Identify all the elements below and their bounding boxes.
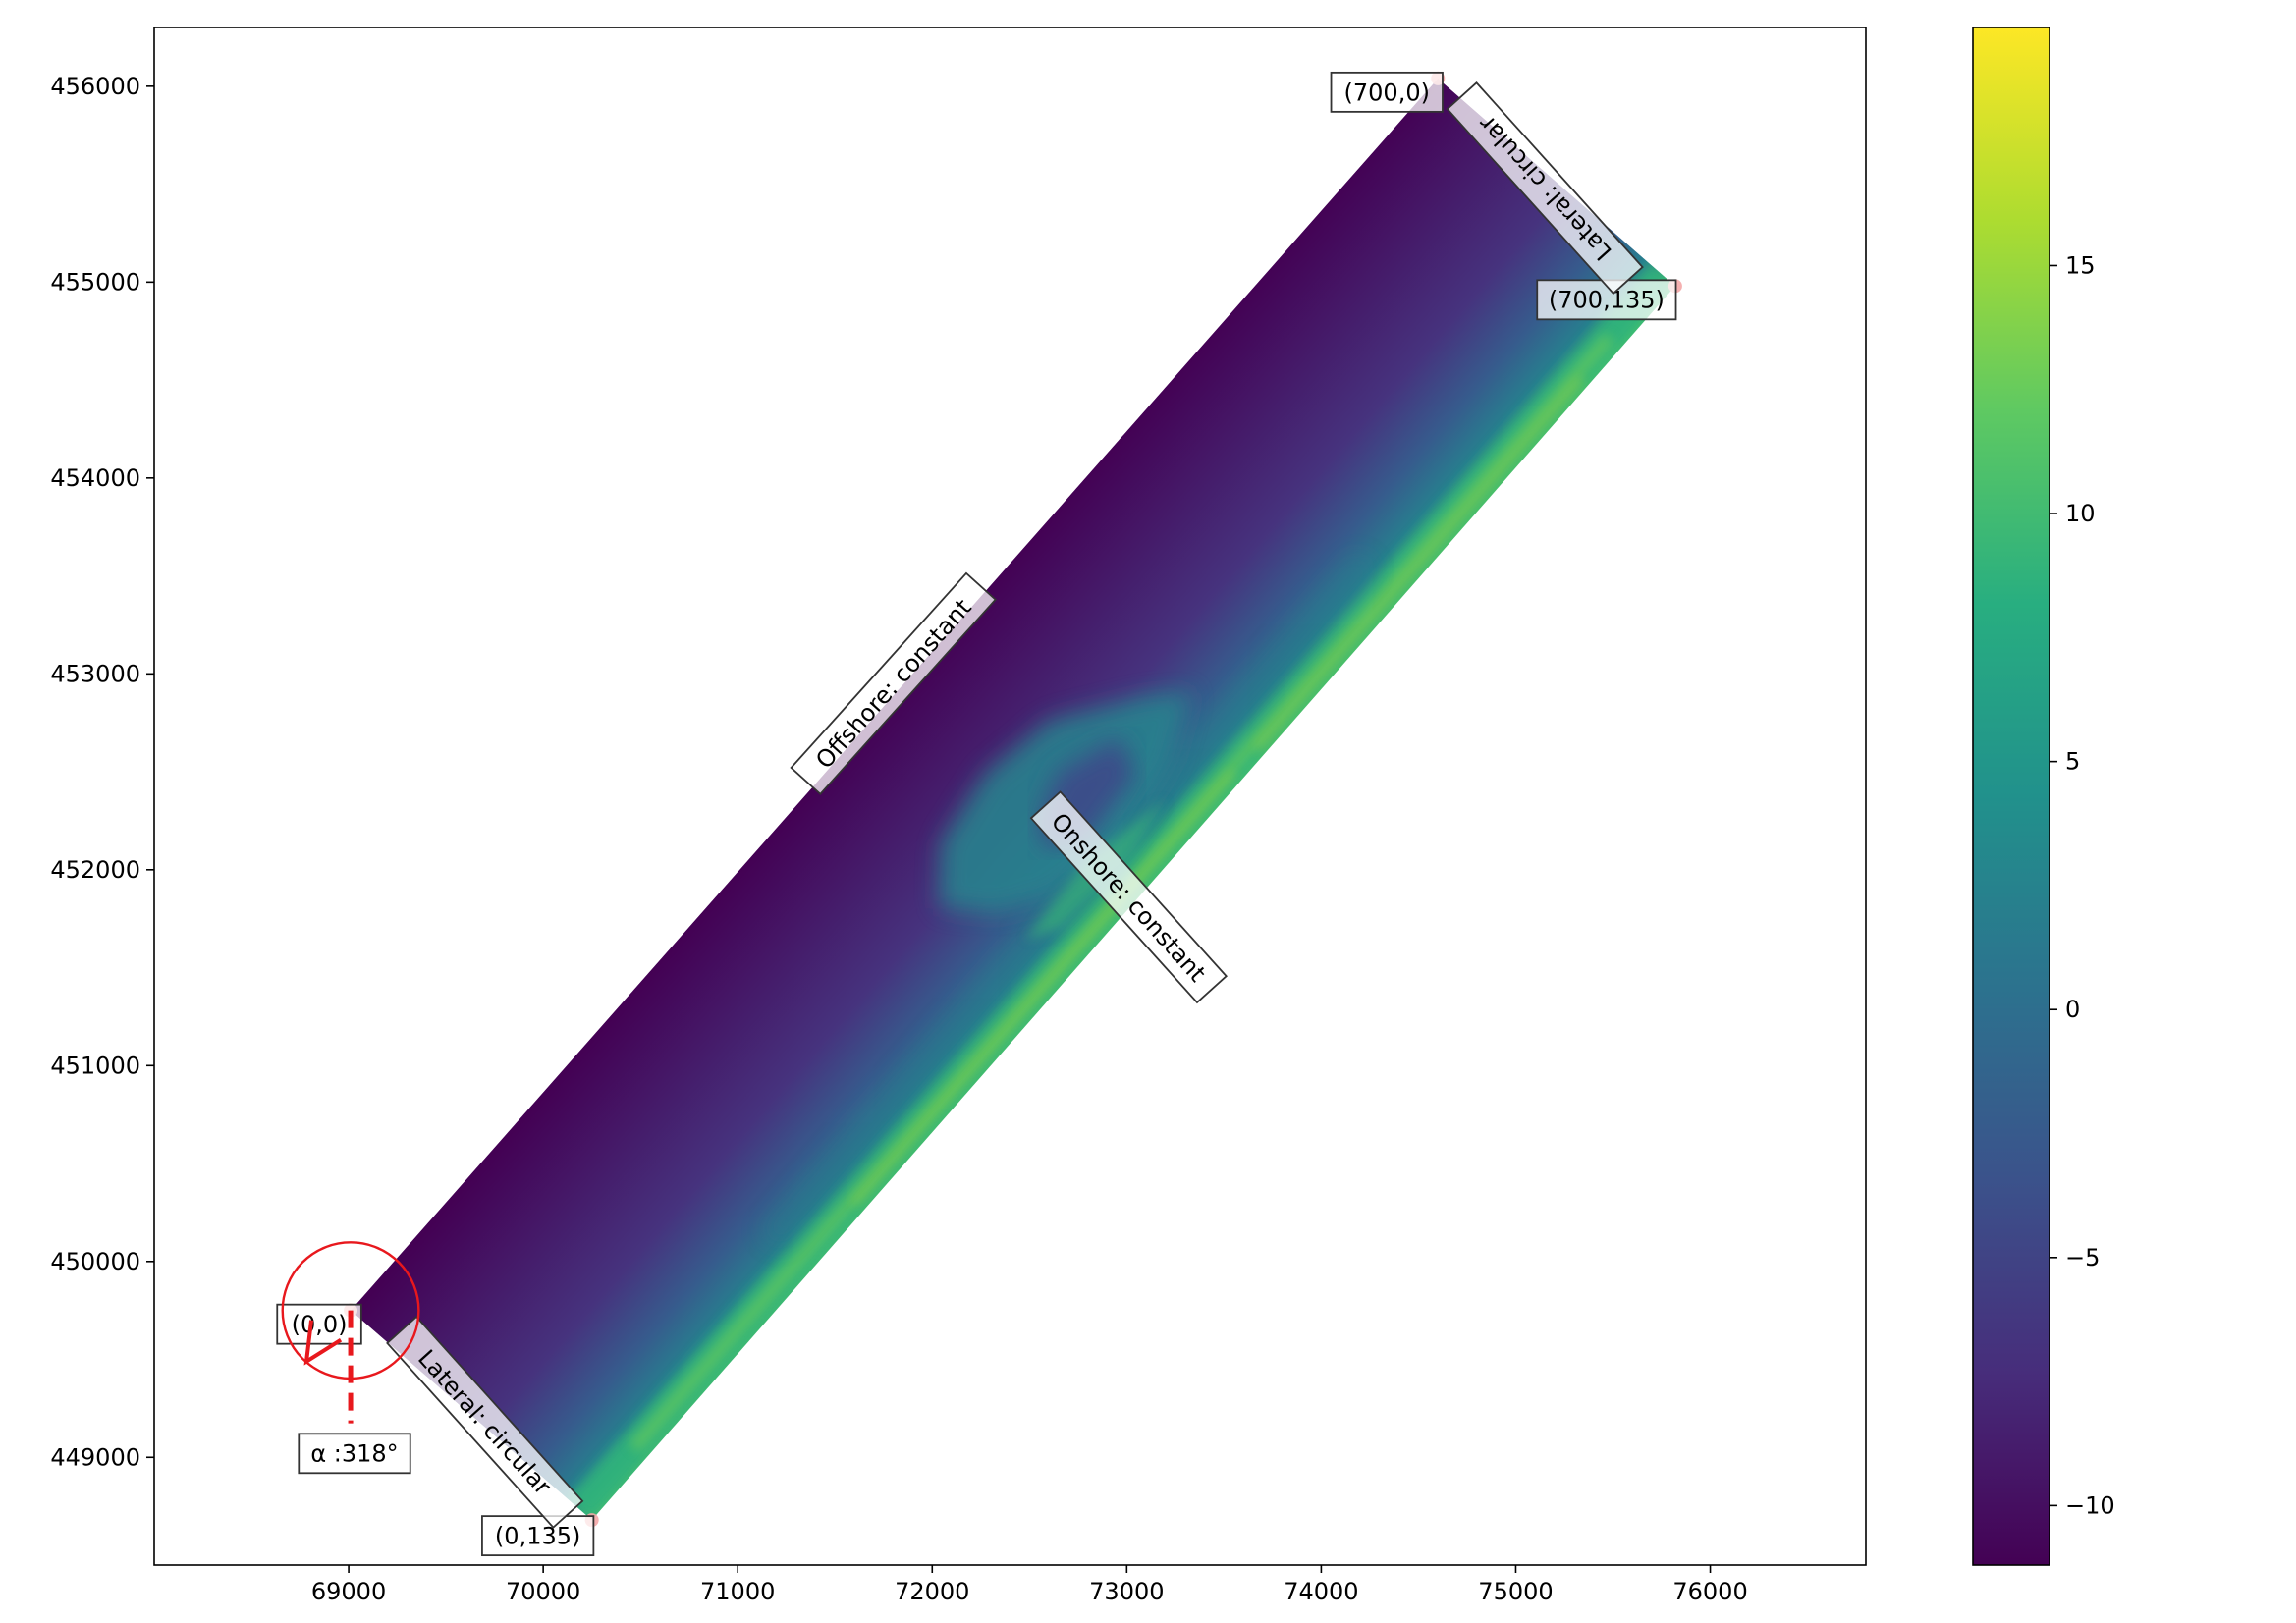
boundary-label-box <box>1029 790 1228 1004</box>
x-tick-label: 73000 <box>1089 1578 1164 1605</box>
corner-label-text: (0,135) <box>495 1523 580 1550</box>
corner-label-text: (700,135) <box>1549 287 1665 314</box>
y-tick-label: 452000 <box>50 856 140 884</box>
colorbar-gradient <box>1973 27 2050 1565</box>
corner-label-text: (0,0) <box>292 1311 348 1338</box>
x-tick-label: 74000 <box>1284 1578 1358 1605</box>
y-axis: 449000 450000 451000 452000 453000 454000 4550… <box>50 73 154 1471</box>
y-tick-label: 449000 <box>50 1443 140 1471</box>
x-tick-label: 70000 <box>506 1578 580 1605</box>
corner-label-box <box>1330 71 1444 113</box>
y-tick-label: 450000 <box>50 1248 140 1275</box>
x-tick-label: 71000 <box>700 1578 775 1605</box>
angle-label-box <box>298 1433 411 1475</box>
corner-label-box <box>481 1515 595 1557</box>
corner-label: (700,0) <box>1330 71 1444 113</box>
colorbar-tick-label: −5 <box>2065 1244 2100 1271</box>
x-tick-label: 72000 <box>895 1578 969 1605</box>
y-tick-label: 455000 <box>50 268 140 296</box>
corner-label: (0,0) <box>276 1303 362 1345</box>
y-tick-label: 456000 <box>50 73 140 100</box>
bathymetry-heatmap <box>351 78 1675 1521</box>
boundary-label-box <box>386 1315 584 1529</box>
boundary-label-box <box>1446 81 1644 296</box>
corner-label: (0,135) <box>481 1515 595 1557</box>
colorbar-frame <box>1972 27 2050 1566</box>
heatmap-strip <box>351 78 1675 1521</box>
colorbar-tick-label: −10 <box>2065 1491 2115 1519</box>
colorbar-tick-label: 0 <box>2065 996 2080 1023</box>
angle-direction-mark <box>303 1320 343 1366</box>
axes-frame <box>153 27 1867 1566</box>
colorbar-ticks: −10 −5 0 5 10 15 <box>2050 251 2115 1519</box>
angle-label: α :318° <box>298 1433 411 1475</box>
colorbar: −10 −5 0 5 10 15 <box>1972 27 2115 1566</box>
colorbar-tick-label: 15 <box>2065 251 2096 279</box>
corner-label-box <box>276 1303 362 1345</box>
y-tick-label: 453000 <box>50 660 140 687</box>
colorbar-tick-label: 5 <box>2065 748 2080 776</box>
angle-label-text: α :318° <box>310 1440 398 1468</box>
y-tick-label: 451000 <box>50 1052 140 1079</box>
colorbar-tick-label: 10 <box>2065 500 2096 527</box>
x-tick-label: 69000 <box>311 1578 386 1605</box>
x-tick-label: 75000 <box>1478 1578 1553 1605</box>
x-axis: 69000 70000 71000 72000 73000 74000 75000 76000 <box>311 1565 1748 1605</box>
corner-label: (700,135) <box>1536 279 1677 321</box>
corner-label-text: (700,0) <box>1344 79 1430 106</box>
heatmap-band <box>1253 376 1586 752</box>
boundary-label-box <box>790 571 997 795</box>
y-tick-label: 454000 <box>50 464 140 492</box>
x-tick-label: 76000 <box>1672 1578 1747 1605</box>
